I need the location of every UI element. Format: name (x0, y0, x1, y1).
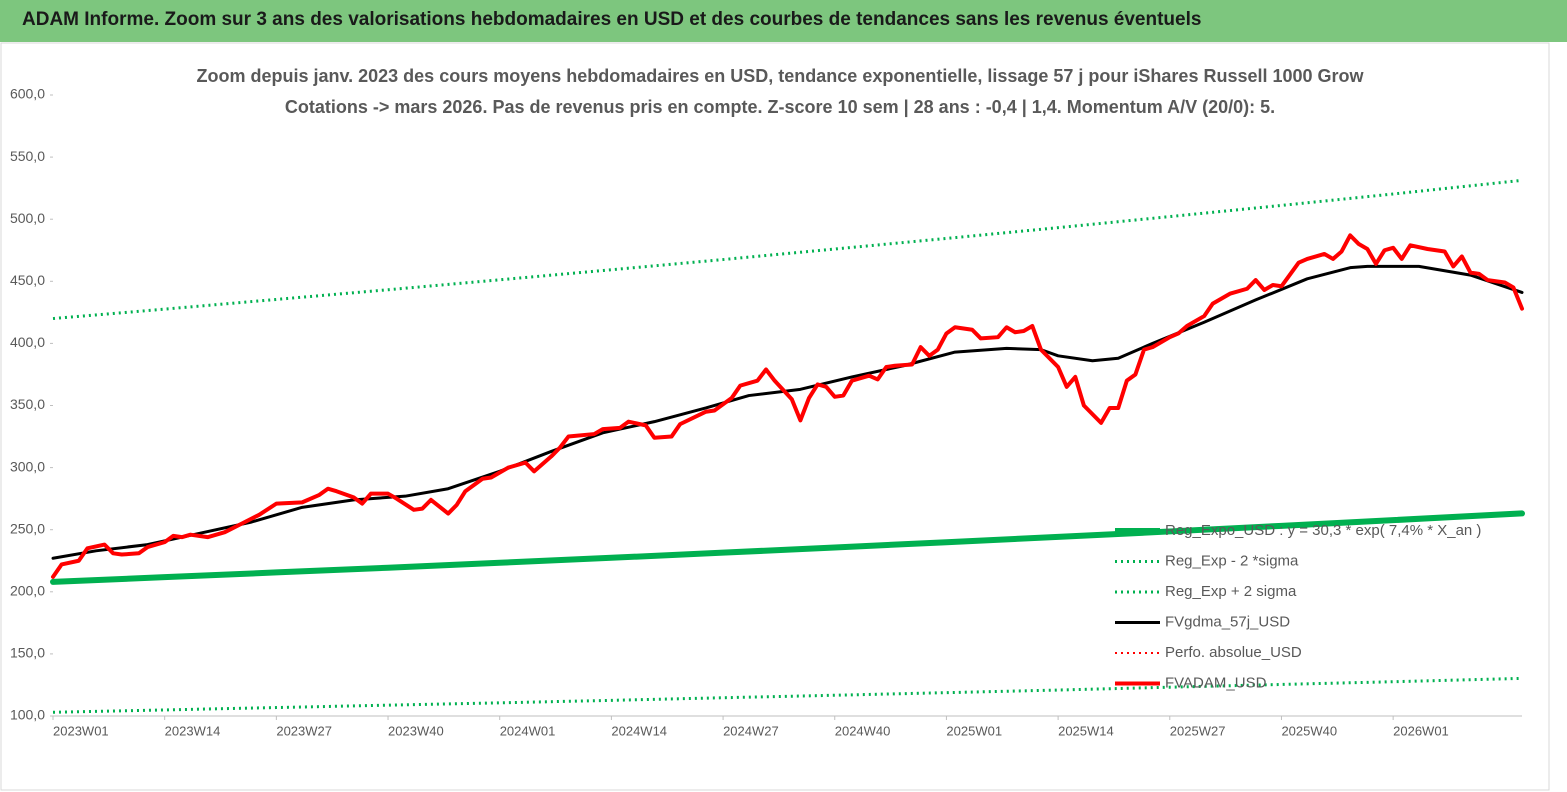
header: ADAM Informe. Zoom sur 3 ans des valoris… (0, 0, 1567, 42)
chart-title: Zoom depuis janv. 2023 des cours moyens … (196, 66, 1364, 86)
y-tick-label: 600,0 (10, 86, 45, 102)
x-tick-label: 2023W27 (276, 723, 332, 738)
series-line (52, 676, 1523, 714)
y-tick-label: 200,0 (10, 583, 45, 599)
x-tick-label: 2024W01 (500, 723, 556, 738)
series-line (51, 264, 1524, 560)
y-tick-label: 500,0 (10, 210, 45, 226)
x-tick-label: 2026W01 (1393, 723, 1449, 738)
legend-label: Reg_Exp + 2 sigma (1165, 583, 1297, 600)
y-tick-label: 400,0 (10, 334, 45, 350)
x-tick-label: 2024W27 (723, 723, 779, 738)
y-tick-label: 100,0 (10, 707, 45, 723)
y-tick-label: 150,0 (10, 645, 45, 661)
series-line (51, 233, 1524, 579)
chart-frame (0, 42, 1550, 791)
x-tick-label: 2023W40 (388, 723, 444, 738)
legend-label: Perfo. absolue_USD (1165, 644, 1302, 661)
legend-label: FVADAM_USD (1165, 674, 1267, 691)
x-tick-label: 2023W01 (53, 723, 109, 738)
legend-label: Reg_Expo_USD : y = 30,3 * exp( 7,4% * X_… (1165, 522, 1481, 539)
x-tick-label: 2025W40 (1281, 723, 1337, 738)
y-tick-label: 300,0 (10, 458, 45, 474)
series-line (50, 510, 1525, 585)
chart: Zoom depuis janv. 2023 des cours moyens … (0, 42, 1550, 791)
y-tick-label: 550,0 (10, 148, 45, 164)
legend-label: Reg_Exp - 2 *sigma (1165, 552, 1299, 569)
y-tick-label: 350,0 (10, 396, 45, 412)
x-tick-label: 2025W27 (1170, 723, 1226, 738)
header-title: ADAM Informe. Zoom sur 3 ans des valoris… (22, 9, 1202, 30)
legend-label: FVgdma_57j_USD (1165, 613, 1290, 630)
legend: Reg_Expo_USD : y = 30,3 * exp( 7,4% * X_… (1115, 522, 1481, 691)
x-tick-label: 2023W14 (165, 723, 221, 738)
x-tick-label: 2025W01 (946, 723, 1002, 738)
x-tick-label: 2024W40 (835, 723, 891, 738)
y-tick-label: 250,0 (10, 520, 45, 536)
x-tick-label: 2024W14 (611, 723, 667, 738)
y-tick-label: 450,0 (10, 272, 45, 288)
chart-subtitle: Cotations -> mars 2026. Pas de revenus p… (285, 97, 1275, 117)
x-tick-label: 2025W14 (1058, 723, 1114, 738)
